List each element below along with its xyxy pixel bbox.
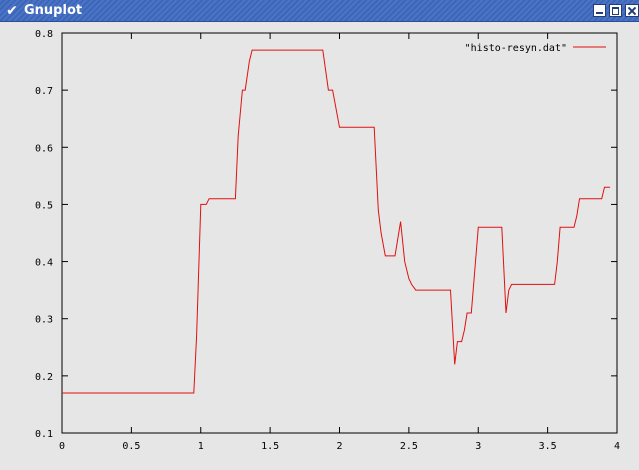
y-tick-label: 0.8 [35,29,53,40]
maximize-icon[interactable] [609,4,622,17]
x-tick-label: 0 [59,441,65,452]
y-tick-label: 0.7 [35,86,53,97]
x-tick-label: 1 [198,441,204,452]
x-tick-label: 2.5 [400,441,418,452]
plot-frame [61,32,618,434]
x-tick-label: 1.5 [261,441,279,452]
minimize-icon[interactable] [593,4,606,17]
x-tick-label: 3 [475,441,481,452]
y-tick-label: 0.2 [35,372,53,383]
y-tick-label: 0.3 [35,315,53,326]
x-tick-label: 2 [336,441,342,452]
x-tick-label: 4 [614,441,620,452]
legend-label: "histo-resyn.dat" [465,43,567,54]
y-tick-label: 0.5 [35,200,53,211]
chevron-down-icon[interactable]: ✔ [6,3,18,19]
x-tick-label: 0.5 [122,441,140,452]
y-tick-label: 0.6 [35,143,53,154]
y-tick-label: 0.1 [35,429,53,440]
titlebar[interactable]: ✔ Gnuplot [0,0,639,22]
plot-area: 0 0.5 1 1.5 2 2.5 3 3.5 4 0.1 0.2 0.3 0.4 0.5 0.6 0.7 0.… [0,22,639,470]
chart: 0 0.5 1 1.5 2 2.5 3 3.5 4 0.1 0.2 0.3 0.4 0.5 0.6 0.7 0.… [35,29,620,452]
window-title: Gnuplot [24,3,83,18]
y-tick-label: 0.4 [35,258,53,269]
series-line [62,49,611,394]
x-tick-label: 3.5 [539,441,557,452]
close-icon[interactable] [625,4,639,17]
